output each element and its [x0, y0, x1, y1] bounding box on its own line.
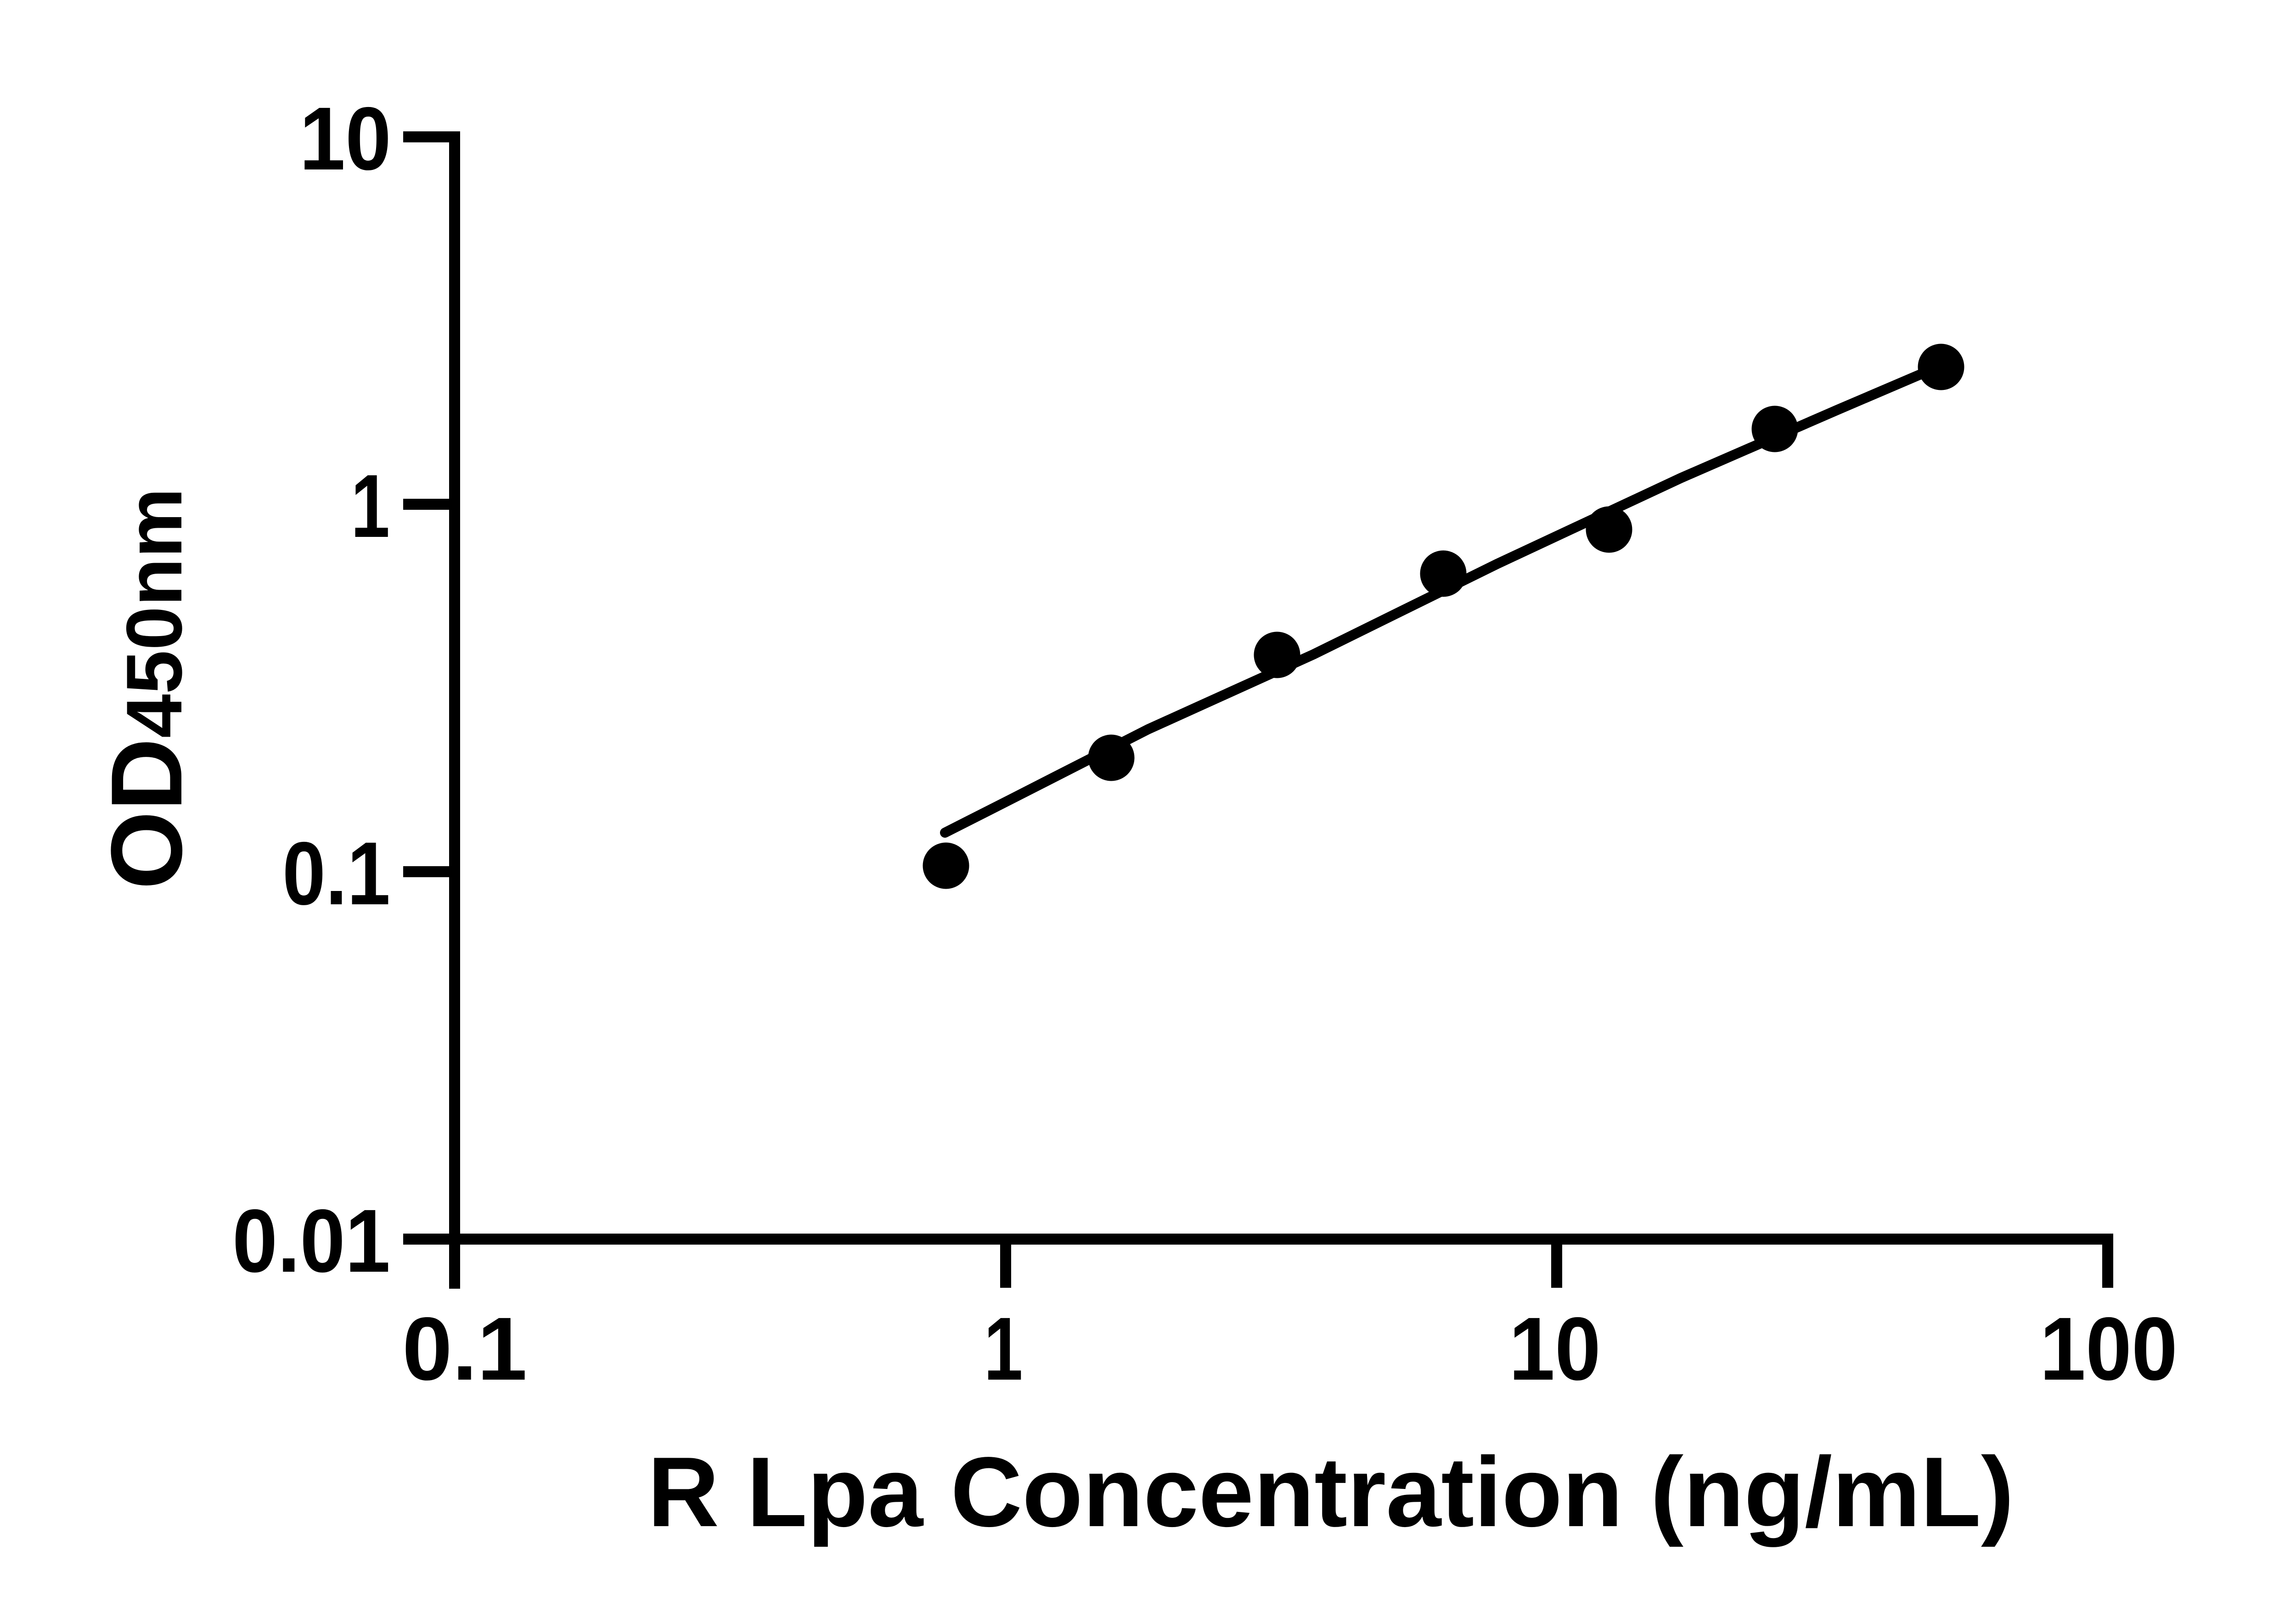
svg-text:10: 10 [299, 89, 391, 189]
svg-text:0.1: 0.1 [402, 1299, 527, 1399]
svg-text:0.01: 0.01 [232, 1191, 390, 1291]
svg-text:R Lpa Concentration (ng/mL): R Lpa Concentration (ng/mL) [647, 1436, 2014, 1547]
svg-text:OD450nm: OD450nm [90, 488, 203, 890]
svg-text:100: 100 [2040, 1299, 2178, 1399]
svg-text:1: 1 [984, 1299, 1023, 1399]
svg-text:1: 1 [351, 456, 390, 556]
svg-text:10: 10 [1509, 1299, 1601, 1399]
svg-text:0.1: 0.1 [282, 823, 390, 924]
